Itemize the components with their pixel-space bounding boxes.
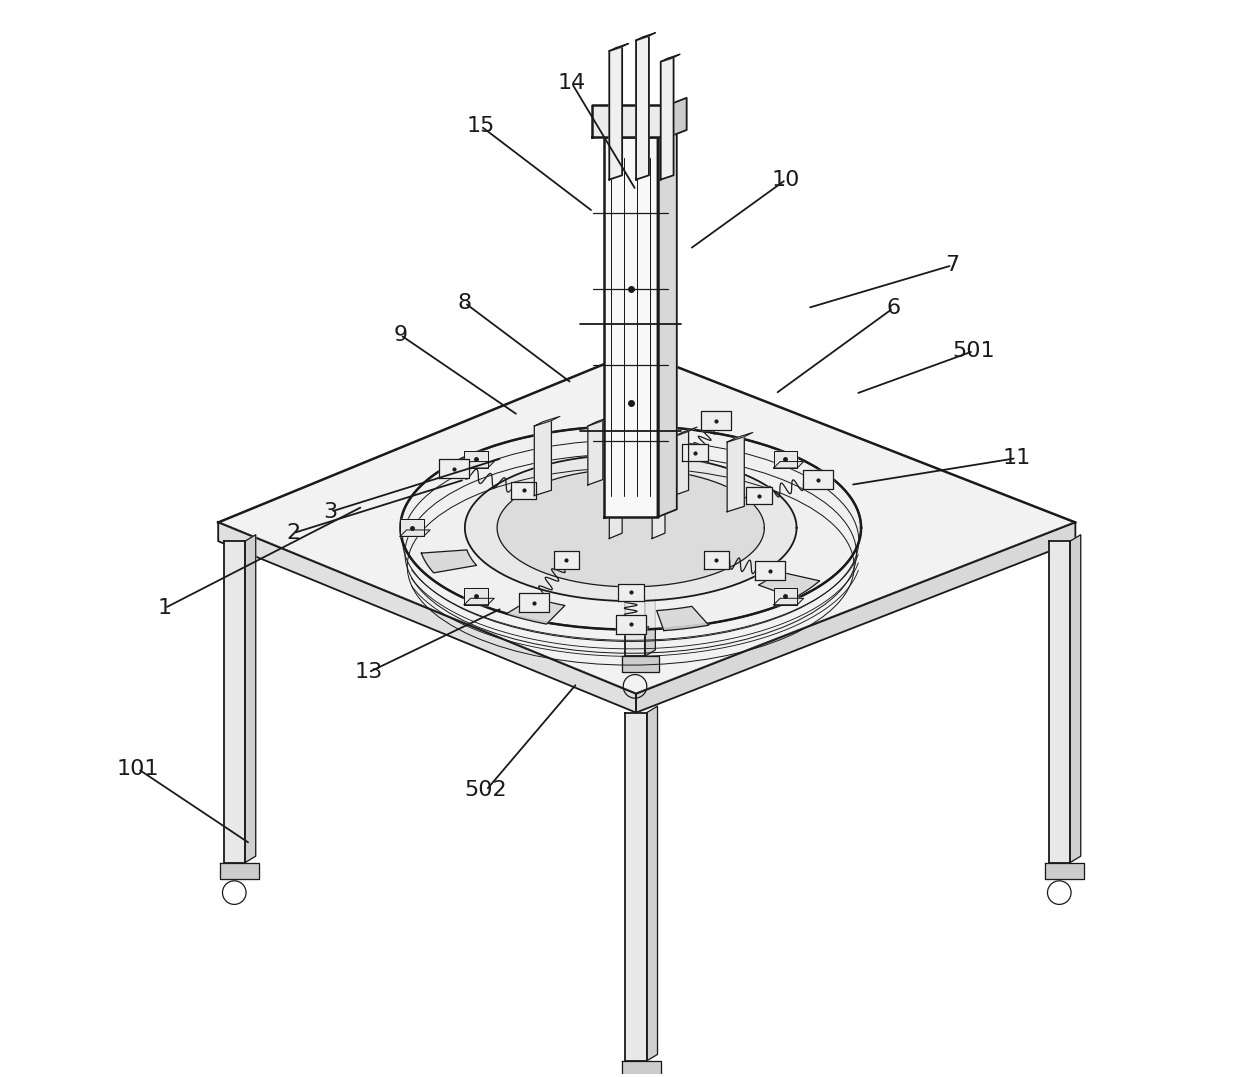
Text: 1: 1 <box>157 598 171 618</box>
Polygon shape <box>506 598 565 624</box>
Polygon shape <box>553 551 579 569</box>
Polygon shape <box>1049 541 1070 863</box>
Text: 6: 6 <box>887 298 900 318</box>
Polygon shape <box>401 530 430 536</box>
Polygon shape <box>652 452 665 538</box>
Text: 10: 10 <box>771 169 800 190</box>
Polygon shape <box>774 588 797 604</box>
Polygon shape <box>618 584 644 601</box>
Polygon shape <box>774 462 804 468</box>
Text: 2: 2 <box>286 523 300 543</box>
Polygon shape <box>1070 535 1081 863</box>
Polygon shape <box>727 433 753 442</box>
Polygon shape <box>604 137 657 517</box>
Polygon shape <box>616 615 646 634</box>
Polygon shape <box>636 32 656 40</box>
Polygon shape <box>619 627 649 633</box>
Polygon shape <box>657 129 677 517</box>
Polygon shape <box>774 451 797 468</box>
Polygon shape <box>221 863 259 879</box>
Polygon shape <box>774 599 804 604</box>
Polygon shape <box>702 411 732 431</box>
Polygon shape <box>609 452 622 538</box>
Polygon shape <box>465 454 796 601</box>
Polygon shape <box>609 448 631 458</box>
Polygon shape <box>464 451 487 468</box>
Polygon shape <box>246 535 255 863</box>
Text: 11: 11 <box>1002 448 1030 468</box>
Polygon shape <box>1045 863 1084 879</box>
Polygon shape <box>636 522 1075 713</box>
Text: 8: 8 <box>458 293 471 312</box>
Polygon shape <box>661 57 673 180</box>
Polygon shape <box>746 487 773 504</box>
Polygon shape <box>652 448 673 458</box>
Text: 14: 14 <box>558 73 587 93</box>
Polygon shape <box>645 355 656 656</box>
Polygon shape <box>625 713 647 1061</box>
Text: 9: 9 <box>393 325 408 345</box>
Polygon shape <box>622 1061 661 1077</box>
Polygon shape <box>223 541 246 863</box>
Text: 501: 501 <box>952 341 994 361</box>
Polygon shape <box>661 54 680 61</box>
Polygon shape <box>422 550 476 573</box>
Polygon shape <box>218 351 1075 694</box>
Polygon shape <box>464 462 495 468</box>
Polygon shape <box>619 433 649 439</box>
Polygon shape <box>464 599 495 604</box>
Polygon shape <box>727 436 744 512</box>
Polygon shape <box>609 46 622 180</box>
Polygon shape <box>703 551 729 569</box>
Polygon shape <box>609 43 629 51</box>
Polygon shape <box>593 104 670 137</box>
Polygon shape <box>619 616 642 633</box>
Polygon shape <box>636 36 649 180</box>
Text: 3: 3 <box>324 502 337 521</box>
Polygon shape <box>755 561 785 581</box>
Polygon shape <box>670 98 687 137</box>
Polygon shape <box>673 428 697 436</box>
Text: 502: 502 <box>465 781 507 800</box>
Polygon shape <box>625 362 645 656</box>
Polygon shape <box>218 522 636 713</box>
Polygon shape <box>534 421 552 495</box>
Text: 7: 7 <box>945 255 960 276</box>
Text: 13: 13 <box>355 662 382 683</box>
Polygon shape <box>534 417 560 426</box>
Polygon shape <box>673 432 688 495</box>
Polygon shape <box>804 470 833 489</box>
Polygon shape <box>401 519 424 536</box>
Polygon shape <box>619 422 642 439</box>
Text: 15: 15 <box>466 116 495 136</box>
Polygon shape <box>657 606 709 631</box>
Polygon shape <box>439 459 469 478</box>
Polygon shape <box>588 417 611 426</box>
Polygon shape <box>647 707 657 1061</box>
Polygon shape <box>520 593 549 613</box>
Polygon shape <box>682 444 708 461</box>
Polygon shape <box>511 481 537 499</box>
Polygon shape <box>497 468 764 587</box>
Text: 101: 101 <box>117 759 159 779</box>
Polygon shape <box>622 656 658 672</box>
Polygon shape <box>759 572 820 598</box>
Polygon shape <box>464 588 487 604</box>
Polygon shape <box>588 421 603 485</box>
Polygon shape <box>401 426 861 630</box>
